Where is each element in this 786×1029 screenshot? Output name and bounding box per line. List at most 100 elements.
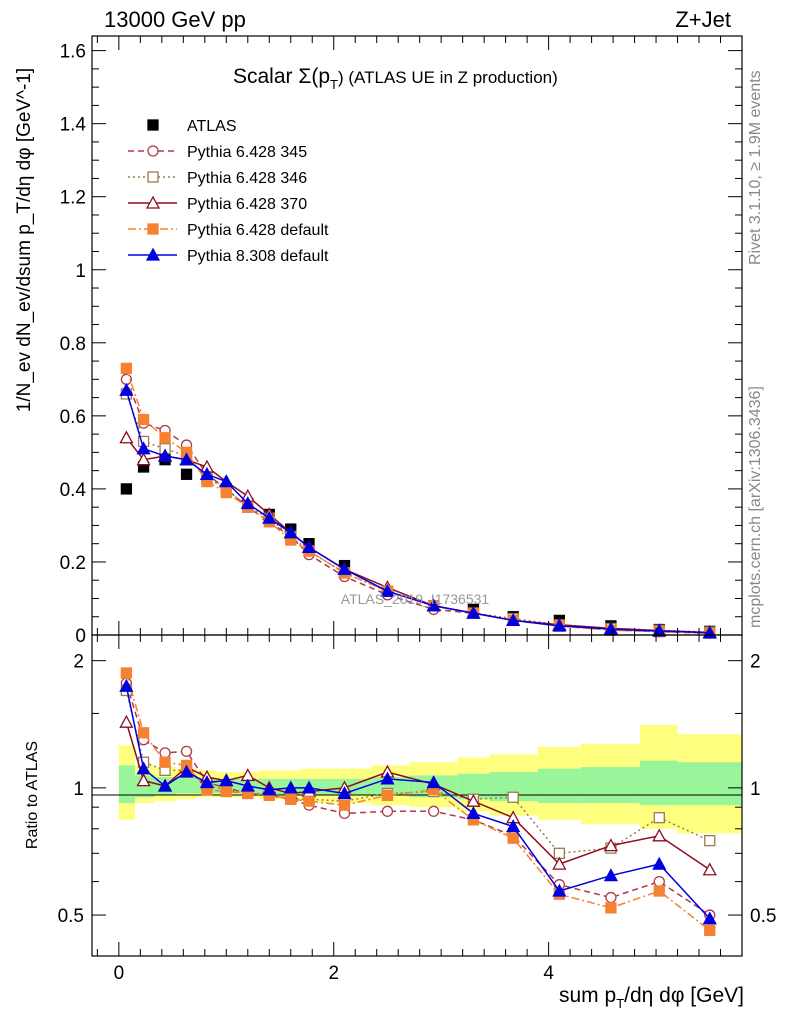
data-point bbox=[157, 778, 173, 792]
data-point bbox=[552, 856, 567, 870]
main-plot-area bbox=[119, 362, 717, 639]
data-point bbox=[119, 382, 134, 396]
data-point bbox=[179, 764, 194, 778]
main-title: Scalar Σ(pT) (ATLAS UE in Z production) bbox=[233, 65, 558, 92]
x-tick-label: 4 bbox=[543, 963, 554, 984]
legend-marker bbox=[147, 119, 159, 131]
data-point bbox=[506, 613, 521, 627]
data-point bbox=[159, 432, 171, 444]
data-point bbox=[380, 771, 395, 785]
data-point bbox=[119, 714, 134, 728]
band-green bbox=[677, 762, 742, 806]
data-point bbox=[652, 828, 667, 842]
data-point bbox=[337, 786, 352, 800]
main-ylabel: 1/N_ev dN_ev/dsum p_T/dη dφ [GeV^-1] bbox=[14, 68, 35, 412]
data-point bbox=[136, 452, 151, 466]
band-green bbox=[537, 768, 581, 804]
data-point bbox=[137, 413, 150, 426]
ratio-frame bbox=[91, 634, 743, 957]
series-pythia-8-308-default bbox=[119, 382, 717, 639]
legend-marker bbox=[145, 195, 161, 209]
data-point bbox=[552, 883, 567, 897]
legend-entry: Pythia 6.428 345 bbox=[128, 144, 307, 161]
ratio-axis-ticks: 0.5 0.5 1 1 2 2 0 2 4 bbox=[58, 635, 776, 984]
ratio-y-tick-label: 1 bbox=[73, 779, 84, 800]
ratio-ylabel: Ratio to ATLAS bbox=[24, 741, 41, 849]
legend-entry: ATLAS bbox=[147, 118, 237, 135]
y-tick-label: 1.6 bbox=[60, 42, 86, 63]
data-point bbox=[338, 799, 351, 811]
x-axis-label: sum pT/dη dφ [GeV] bbox=[559, 984, 744, 1011]
main-axis-ticks: 0 0.2 0.4 0.6 0.8 1 1.2 1.4 1.6 bbox=[60, 36, 742, 647]
watermark: ATLAS_2019_I1736531 bbox=[341, 591, 490, 607]
data-point bbox=[262, 510, 277, 524]
rivet-label: Rivet 3.1.10, ≥ 1.9M events bbox=[747, 70, 764, 265]
data-point bbox=[119, 430, 134, 444]
ratio-y-tick-label-right: 1 bbox=[750, 779, 761, 800]
band-green bbox=[175, 777, 198, 794]
data-point bbox=[157, 448, 173, 462]
data-point bbox=[136, 761, 151, 775]
ratio-uncertainty-bands bbox=[118, 724, 742, 834]
legend-label: Pythia 6.428 345 bbox=[187, 144, 307, 161]
series-pythia-8-308-default bbox=[119, 678, 717, 925]
band-green bbox=[580, 767, 640, 804]
data-point bbox=[380, 583, 395, 597]
y-tick-label: 1.4 bbox=[60, 115, 87, 136]
data-point bbox=[603, 838, 619, 852]
header-process: Z+Jet bbox=[675, 7, 731, 32]
legend-label: Pythia 6.428 370 bbox=[187, 196, 307, 213]
data-point bbox=[136, 441, 151, 455]
data-point bbox=[603, 621, 619, 635]
y-tick-label: 1 bbox=[75, 261, 86, 282]
data-point bbox=[428, 805, 440, 817]
data-point bbox=[506, 819, 521, 833]
legend: ATLAS Pythia 6.428 345 Pythia 6.428 346 Pyt… bbox=[128, 118, 329, 265]
data-point bbox=[240, 496, 255, 510]
band-green bbox=[639, 760, 678, 806]
data-point bbox=[702, 862, 717, 876]
ratio-y-tick-label-right: 2 bbox=[750, 652, 761, 673]
y-tick-label: 0.6 bbox=[60, 407, 86, 428]
ratio-y-tick-label: 2 bbox=[73, 652, 84, 673]
data-point bbox=[303, 795, 315, 807]
data-point bbox=[702, 911, 717, 925]
y-tick-label: 0.4 bbox=[60, 480, 87, 501]
data-point bbox=[301, 539, 317, 553]
data-point bbox=[137, 727, 150, 739]
data-point bbox=[466, 605, 481, 619]
y-tick-label: 1.2 bbox=[60, 188, 86, 209]
legend-entry: Pythia 6.428 default bbox=[128, 222, 329, 239]
data-point bbox=[220, 785, 232, 798]
data-point bbox=[381, 789, 394, 801]
data-point bbox=[507, 832, 519, 844]
main-panel: 0 0.2 0.4 0.6 0.8 1 1.2 1.4 1.6 ATLAS_2019_I1736… bbox=[14, 35, 743, 647]
legend-marker bbox=[147, 223, 159, 235]
x-tick-label: 2 bbox=[328, 963, 339, 984]
ratio-y-tick-label: 0.5 bbox=[58, 906, 84, 927]
legend-marker bbox=[147, 145, 159, 157]
legend-marker bbox=[145, 247, 161, 261]
data-point bbox=[381, 805, 394, 817]
mcplots-label: mcplots.cern.ch [arXiv:1306.3436] bbox=[747, 386, 764, 628]
data-point bbox=[466, 806, 481, 820]
data-point bbox=[180, 745, 193, 758]
data-point bbox=[552, 618, 567, 632]
data-point bbox=[285, 793, 297, 805]
legend-label: Pythia 8.308 default bbox=[187, 248, 329, 265]
data-point bbox=[262, 782, 277, 796]
y-tick-label: 0.2 bbox=[60, 553, 86, 574]
data-point bbox=[426, 775, 441, 789]
ratio-y-tick-label-right: 0.5 bbox=[750, 906, 776, 927]
x-tick-label: 0 bbox=[114, 963, 125, 984]
legend-label: Pythia 6.428 346 bbox=[187, 170, 307, 187]
data-point bbox=[653, 875, 665, 888]
ratio-panel: 0.5 0.5 1 1 2 2 0 2 4 Ratio to ATLAS bbox=[24, 634, 776, 984]
data-point bbox=[605, 891, 617, 904]
data-point bbox=[119, 678, 134, 692]
data-point bbox=[283, 525, 298, 539]
legend-label: Pythia 6.428 default bbox=[187, 222, 329, 239]
data-point bbox=[426, 598, 441, 612]
data-point bbox=[301, 780, 317, 794]
